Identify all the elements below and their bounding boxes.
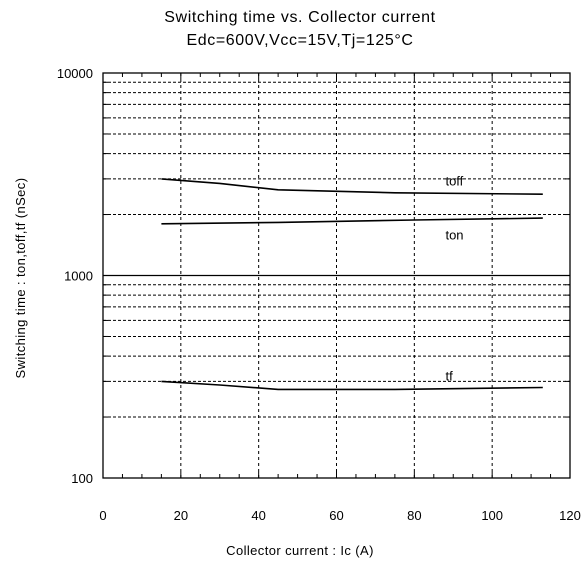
x-tick-label: 80: [407, 508, 421, 523]
y-axis-label: Switching time : ton,toff,tf (nSec): [13, 178, 28, 379]
x-tick-label: 120: [559, 508, 581, 523]
y-tick-label: 10000: [57, 66, 93, 81]
series-label-tf: tf: [445, 369, 453, 384]
series-line-toff: [161, 178, 543, 195]
x-tick-label: 60: [329, 508, 343, 523]
x-axis-label: Collector current : Ic (A): [226, 543, 374, 558]
chart-title: Switching time vs. Collector current: [164, 9, 435, 26]
series-line-ton: [161, 217, 543, 225]
x-tick-label: 40: [251, 508, 265, 523]
y-tick-label: 1000: [64, 269, 93, 284]
y-tick-label: 100: [71, 471, 93, 486]
tick-labels: 0 20 40 60 80 100 120 100 1000 10000: [57, 66, 581, 523]
series-label-toff: toff: [445, 173, 463, 188]
series-line-tf: [161, 380, 543, 391]
chart-subtitle: Edc=600V,Vcc=15V,Tj=125°C: [186, 32, 413, 49]
x-tick-label: 100: [481, 508, 503, 523]
x-tick-label: 20: [174, 508, 188, 523]
grid: [103, 73, 570, 478]
series-label-ton: ton: [445, 228, 463, 243]
x-tick-label: 0: [99, 508, 106, 523]
axis-ticks: [102, 72, 571, 479]
series-group: toff ton tf: [161, 173, 543, 391]
